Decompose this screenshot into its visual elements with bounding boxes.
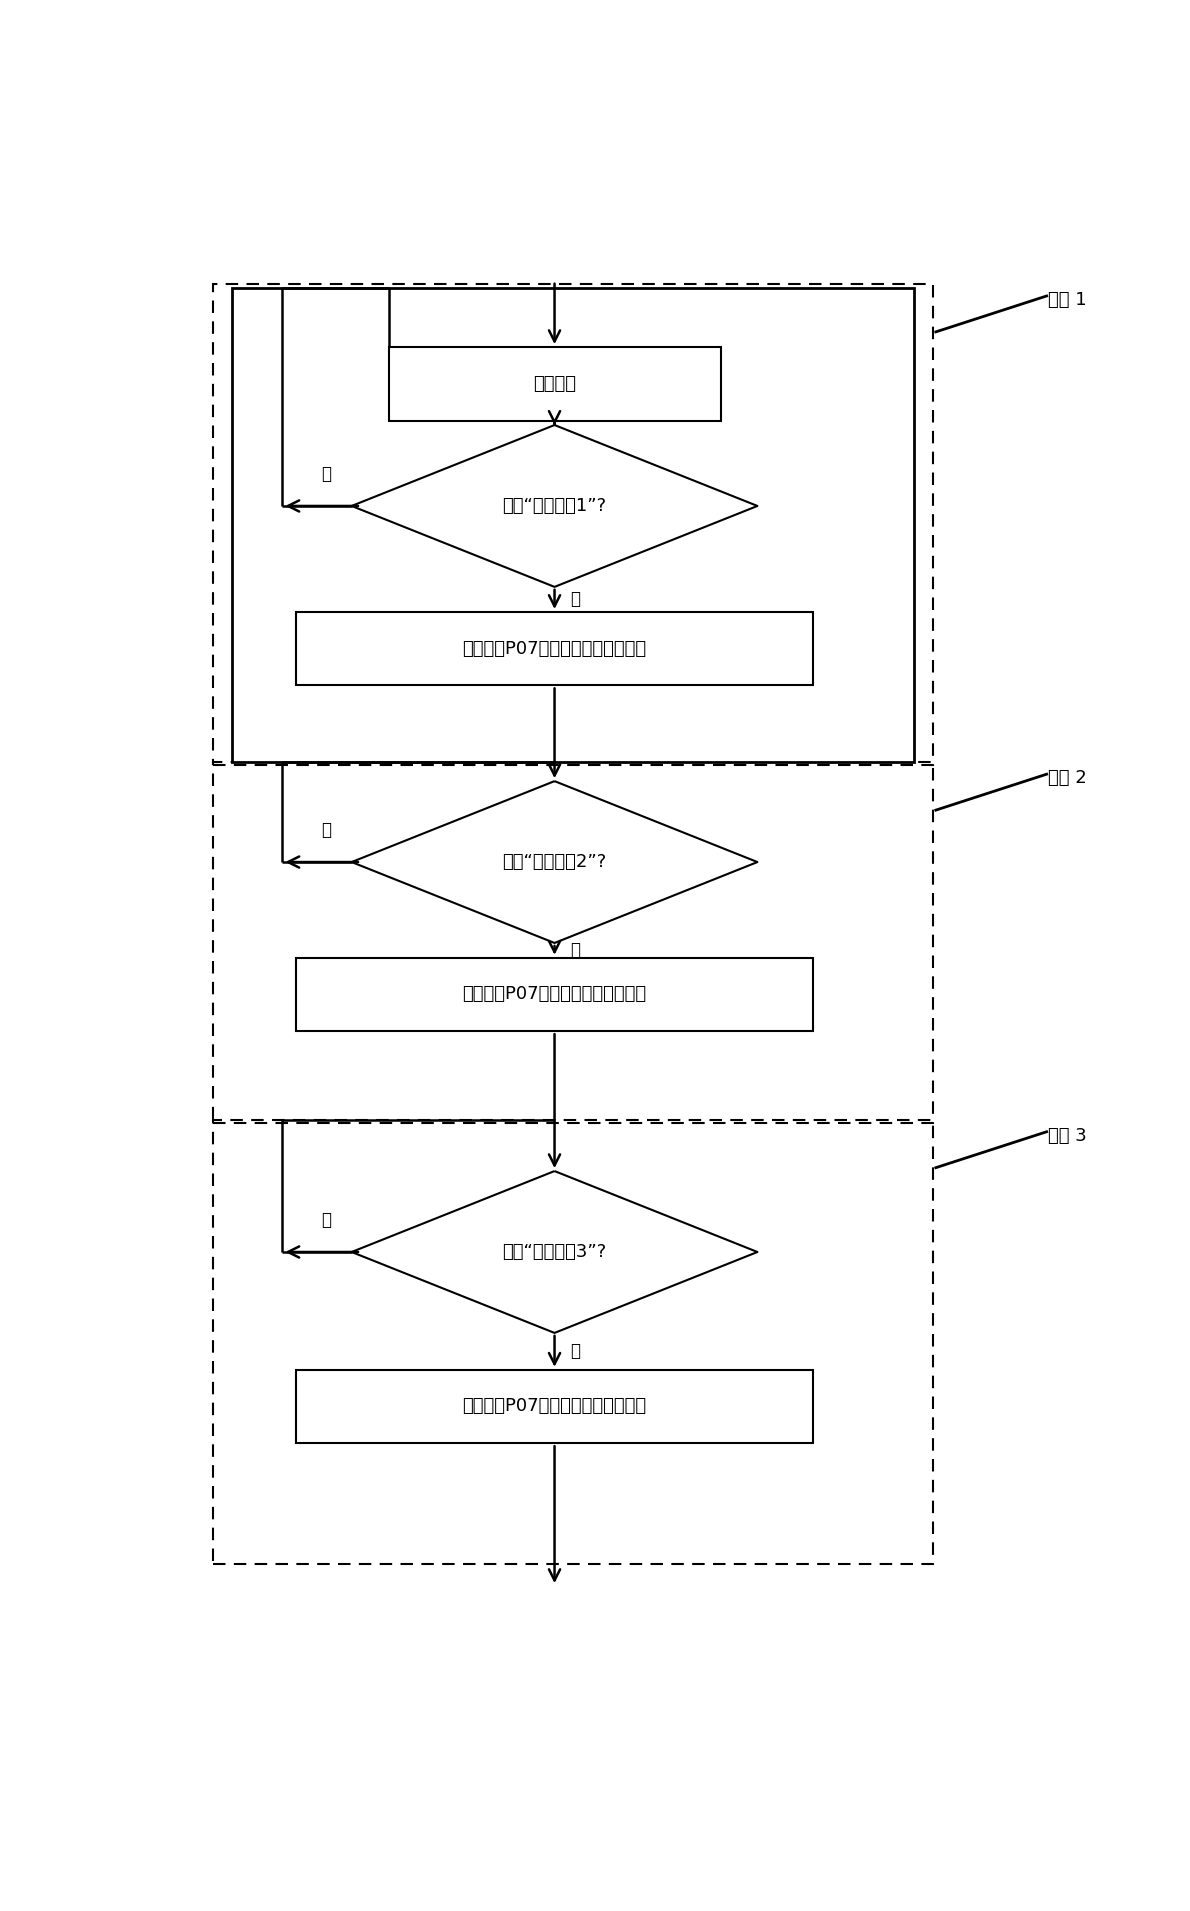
Bar	[213, 762, 933, 1122]
Text: 否: 否	[321, 464, 331, 483]
Text: 步骤 3: 步骤 3	[1048, 1127, 1086, 1145]
Text: 步骤 1: 步骤 1	[1048, 290, 1086, 310]
Text: 是: 是	[570, 942, 580, 959]
Text: 收到“计量命令2”?: 收到“计量命令2”?	[502, 852, 607, 871]
Text: 是: 是	[570, 590, 580, 608]
Text: 是: 是	[570, 1342, 580, 1361]
Text: 单片机把P07端口设为红外通讯功能: 单片机把P07端口设为红外通讯功能	[463, 640, 646, 657]
Bar	[296, 1370, 813, 1443]
Bar	[232, 289, 914, 762]
Bar	[296, 612, 813, 686]
Text: 否: 否	[321, 1212, 331, 1229]
Text: 单片机把P07端口设为计量输出功能: 单片机把P07端口设为计量输出功能	[463, 986, 646, 1003]
Text: 否: 否	[321, 820, 331, 839]
Bar	[213, 1120, 933, 1563]
Text: 收到“时钟命令3”?: 收到“时钟命令3”?	[502, 1242, 607, 1261]
Text: 单片机把P07端口设为时钟输出功能: 单片机把P07端口设为时钟输出功能	[463, 1397, 646, 1416]
Text: 收到“通讯命令1”?: 收到“通讯命令1”?	[502, 497, 607, 514]
Bar	[296, 957, 813, 1032]
Text: 程序开始: 程序开始	[533, 375, 576, 394]
Text: 步骤 2: 步骤 2	[1048, 770, 1086, 787]
Bar	[213, 283, 933, 764]
Bar	[388, 348, 721, 420]
